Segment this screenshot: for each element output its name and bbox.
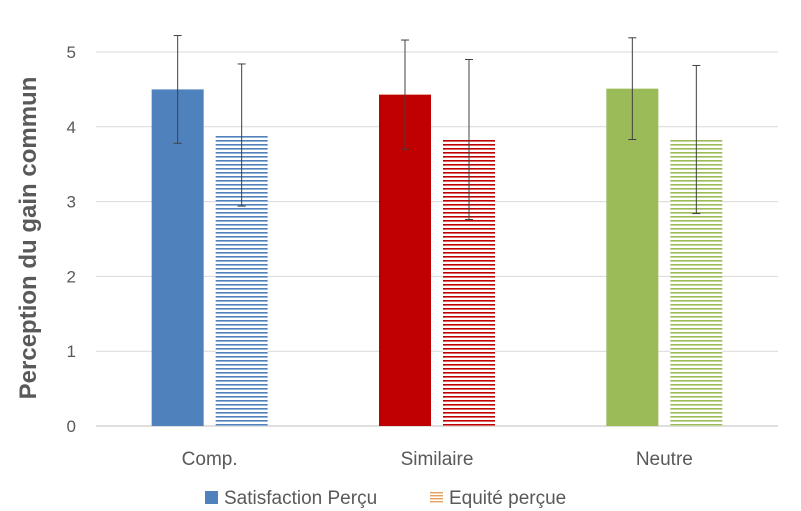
error-bar <box>173 35 182 144</box>
y-tick-label: 0 <box>67 417 76 436</box>
error-bar <box>628 37 637 141</box>
legend-swatch-equite <box>430 491 443 504</box>
y-tick-label: 2 <box>67 267 76 286</box>
y-tick-label: 4 <box>67 118 76 137</box>
error-bar <box>465 58 473 221</box>
category-label: Comp. <box>182 449 238 470</box>
legend-label-equite: Equité perçue <box>449 488 566 509</box>
error-bar <box>692 64 701 215</box>
y-tick-label: 5 <box>67 43 76 62</box>
legend-label-satisfaction: Satisfaction Perçu <box>224 488 377 509</box>
error-bar <box>401 39 409 150</box>
error-bars <box>173 35 701 221</box>
bar-satisfaction-2 <box>379 94 431 427</box>
bar-satisfaction-3 <box>606 88 659 426</box>
legend-swatch-satisfaction <box>205 491 218 504</box>
y-axis-ticks: 0 1 2 3 4 5 <box>67 43 76 436</box>
gridlines <box>96 51 778 427</box>
bars <box>151 88 723 427</box>
category-label: Neutre <box>636 449 693 470</box>
bar-satisfaction-1 <box>151 89 204 427</box>
y-tick-label: 1 <box>67 342 76 361</box>
error-bar <box>237 63 246 207</box>
y-tick-label: 3 <box>67 193 76 212</box>
category-label: Similaire <box>401 449 474 470</box>
x-axis-categories: Comp. Similaire Neutre <box>182 449 693 470</box>
y-axis-label: Perception du gain commun <box>15 77 42 400</box>
legend: Satisfaction Perçu Equité perçue <box>205 488 566 509</box>
